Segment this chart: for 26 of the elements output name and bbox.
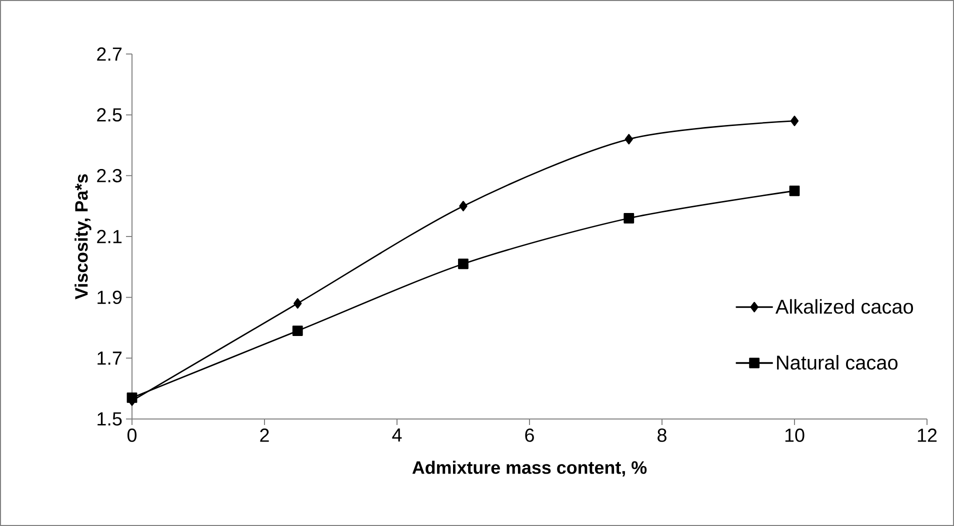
- x-tick-label: 6: [525, 428, 534, 442]
- point: [789, 186, 800, 196]
- y-tick-label: 2.7: [97, 47, 122, 61]
- point: [624, 213, 634, 224]
- y-tick-label: 2.3: [97, 168, 122, 182]
- y-tick-label: 2.5: [97, 108, 122, 122]
- x-axis-title: Admixture mass content, %: [412, 460, 647, 477]
- point: [459, 200, 468, 212]
- y-axis-title: Viscosity, Pa*s: [74, 174, 92, 300]
- y-tick-label: 2.1: [97, 230, 122, 244]
- x-tick-label: 2: [260, 428, 269, 442]
- point: [624, 134, 633, 144]
- point: [458, 258, 468, 270]
- point: [294, 298, 302, 309]
- point: [292, 326, 303, 336]
- y-tick-label: 1.5: [98, 412, 122, 426]
- y-tick-label: 1.9: [98, 290, 122, 304]
- y-tick-label: 1.7: [98, 352, 122, 365]
- x-tick-label: 8: [658, 428, 666, 442]
- x-tick-label: 0: [127, 428, 137, 442]
- legend-label: Alkalized cacao: [775, 299, 914, 314]
- legend-label: Natural cacao: [777, 355, 898, 370]
- x-tick-label: 10: [785, 428, 804, 442]
- point: [790, 116, 799, 126]
- x-tick-label: 4: [392, 428, 402, 442]
- x-tick-label: 12: [918, 428, 937, 442]
